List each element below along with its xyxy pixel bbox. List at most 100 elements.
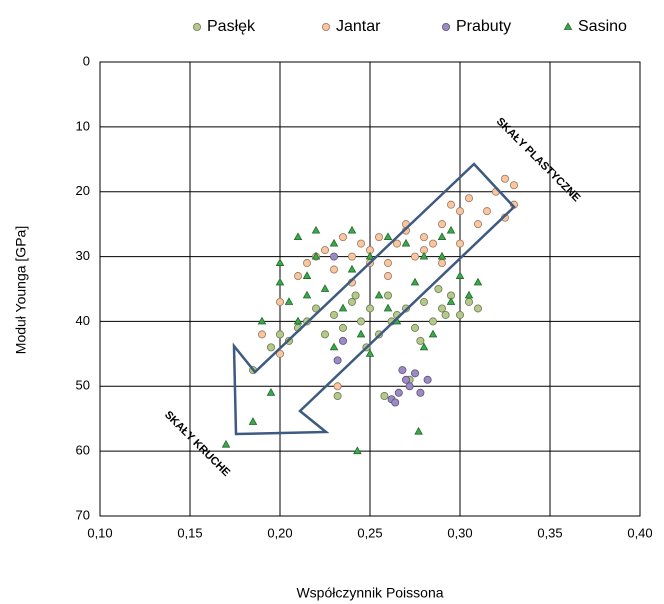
point [473, 277, 483, 286]
point [434, 284, 443, 293]
legend-label: Pasłęk [207, 18, 256, 35]
point [394, 388, 403, 397]
y-tick-label: 0 [83, 53, 90, 68]
point [356, 239, 365, 248]
point [293, 316, 303, 325]
point [455, 271, 465, 279]
point [320, 330, 329, 339]
legend-marker [192, 22, 201, 31]
point [333, 392, 342, 401]
point [347, 225, 357, 234]
point [302, 271, 312, 279]
point [437, 251, 447, 260]
x-tick-label: 0,15 [177, 525, 202, 540]
point [383, 303, 393, 312]
point [391, 398, 400, 407]
point [405, 382, 414, 391]
point [446, 297, 456, 305]
y-tick-label: 40 [76, 313, 90, 328]
point [275, 330, 284, 339]
point [329, 252, 338, 261]
point [320, 284, 330, 292]
y-axis-label: Moduł Younga [GPa] [13, 226, 29, 354]
point [473, 304, 482, 313]
point [311, 225, 321, 234]
point [446, 225, 456, 234]
point [509, 181, 518, 190]
y-tick-label: 50 [76, 378, 90, 393]
point [428, 329, 438, 338]
point [311, 251, 321, 260]
legend-marker [321, 22, 330, 31]
point [437, 220, 446, 229]
point [473, 220, 482, 229]
point [437, 232, 447, 241]
point [257, 316, 267, 325]
point [455, 310, 464, 319]
x-tick-label: 0,40 [627, 525, 652, 540]
annotation: SKAŁY KRUCHE [162, 409, 232, 479]
x-tick-label: 0,10 [87, 525, 112, 540]
point [410, 252, 419, 261]
point [437, 259, 446, 268]
point [320, 246, 329, 255]
point [365, 304, 374, 313]
legend-label: Jantar [336, 18, 381, 35]
point [329, 342, 339, 351]
x-tick-label: 0,25 [357, 525, 382, 540]
legend-marker [563, 22, 573, 30]
point [311, 304, 320, 313]
point [347, 297, 356, 306]
point [275, 349, 284, 358]
point [419, 342, 429, 351]
y-tick-label: 20 [76, 183, 90, 198]
point [428, 239, 437, 248]
point [383, 259, 392, 268]
point [333, 356, 342, 365]
point [416, 388, 425, 397]
point [356, 317, 365, 326]
legend: Pasłęk Jantar Prabuty Sasino [192, 18, 627, 35]
legend-item: Prabuty [441, 18, 511, 35]
point [423, 375, 432, 384]
point [398, 366, 407, 375]
y-tick-label: 70 [76, 507, 90, 522]
point [392, 239, 401, 248]
legend-label: Prabuty [456, 18, 511, 35]
point [410, 323, 419, 332]
point [293, 272, 302, 281]
legend-item: Sasino [563, 18, 627, 35]
point [275, 277, 285, 286]
point [365, 349, 375, 357]
point [248, 417, 258, 425]
point [464, 194, 473, 203]
point [441, 310, 450, 319]
point [482, 207, 491, 216]
point [383, 232, 393, 241]
y-tick-label: 60 [76, 443, 90, 458]
points [221, 174, 518, 455]
point [338, 303, 348, 312]
plot-border [99, 61, 641, 517]
point [401, 375, 410, 384]
point [419, 251, 429, 260]
point [416, 336, 425, 345]
point [338, 233, 347, 242]
point [365, 251, 375, 260]
point [464, 297, 473, 306]
legend-marker [441, 22, 450, 31]
point [347, 264, 357, 273]
point [455, 239, 464, 248]
point [410, 369, 419, 378]
point [374, 290, 384, 299]
point [500, 174, 509, 183]
point [302, 290, 312, 299]
point [275, 258, 285, 266]
annotation: SKAŁY PLASTYCZNE [494, 116, 583, 205]
point [380, 392, 389, 401]
legend-label: Sasino [578, 18, 627, 35]
point [329, 238, 339, 247]
point [419, 297, 428, 306]
point [383, 291, 392, 300]
